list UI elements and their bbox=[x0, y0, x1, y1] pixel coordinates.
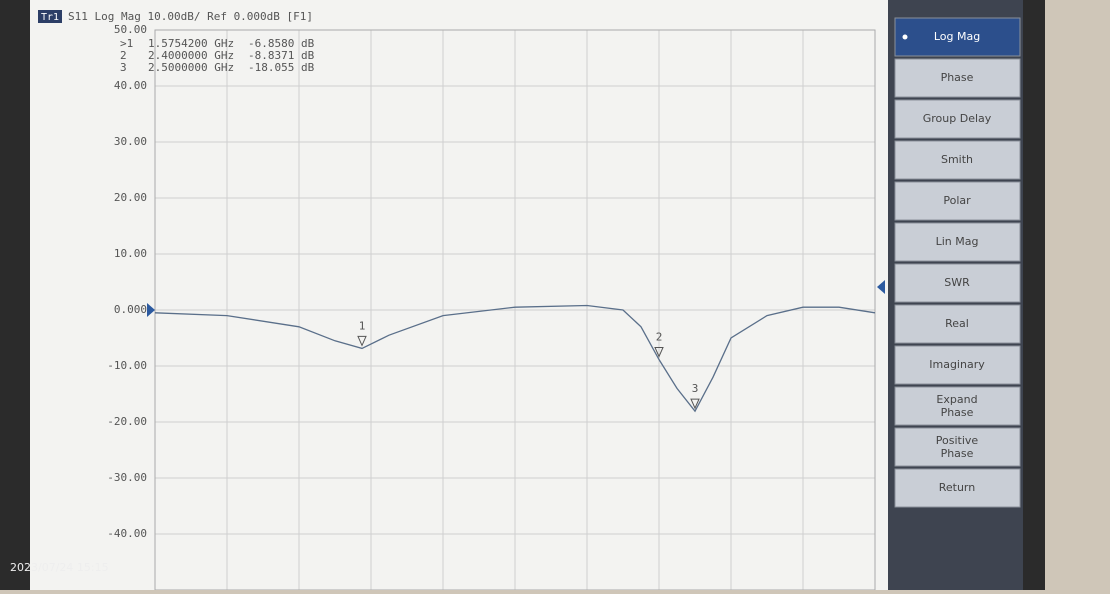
softkey-label: Polar bbox=[943, 194, 971, 207]
softkey-label: Return bbox=[939, 481, 976, 494]
y-tick-label: -40.00 bbox=[107, 527, 147, 540]
softkey[interactable] bbox=[894, 58, 1021, 98]
marker-triangle bbox=[357, 335, 367, 347]
trace-id: Tr1 bbox=[41, 12, 59, 23]
softkey-label: Group Delay bbox=[923, 112, 992, 125]
y-tick-label: 40.00 bbox=[114, 79, 147, 92]
softkey-label: SWR bbox=[944, 276, 970, 289]
softkey[interactable] bbox=[894, 222, 1021, 262]
y-tick-label: -30.00 bbox=[107, 471, 147, 484]
marker-number: 2 bbox=[656, 331, 663, 344]
softkey-label: Expand Phase bbox=[936, 393, 977, 419]
softkey-label: Imaginary bbox=[929, 358, 985, 371]
marker-readout: -8.8371 dB bbox=[248, 49, 315, 62]
softkey-label: Positive Phase bbox=[936, 434, 979, 460]
softkey-label: Phase bbox=[941, 71, 974, 84]
selected-dot bbox=[902, 34, 908, 40]
softkey[interactable] bbox=[894, 140, 1021, 180]
y-tick-label: 50.00 bbox=[114, 23, 147, 36]
softkey[interactable] bbox=[894, 304, 1021, 344]
header-title: S11 Log Mag 10.00dB/ Ref 0.000dB [F1] bbox=[68, 10, 313, 23]
marker-number: 3 bbox=[692, 382, 699, 395]
y-tick-label: 30.00 bbox=[114, 135, 147, 148]
trace-badge bbox=[38, 10, 62, 23]
timestamp: 2023/07/24 15:15 bbox=[10, 561, 109, 574]
y-tick-label: 20.00 bbox=[114, 191, 147, 204]
softkey[interactable] bbox=[894, 17, 1021, 57]
ref-arrow-left bbox=[147, 303, 155, 317]
softkey[interactable] bbox=[894, 345, 1021, 385]
marker-triangle bbox=[690, 398, 700, 410]
screen bbox=[30, 0, 888, 590]
marker-readout: -18.055 dB bbox=[248, 61, 315, 74]
y-tick-label: 10.00 bbox=[114, 247, 147, 260]
softkey[interactable] bbox=[894, 99, 1021, 139]
softkey[interactable] bbox=[894, 468, 1021, 508]
y-tick-label: 0.000 bbox=[114, 303, 147, 316]
softkey[interactable] bbox=[894, 263, 1021, 303]
marker-readout: 2.5000000 GHz bbox=[148, 61, 234, 74]
marker-readout: 3 bbox=[120, 61, 127, 74]
y-tick-label: -20.00 bbox=[107, 415, 147, 428]
marker-triangle bbox=[654, 347, 664, 358]
marker-readout: 1.5754200 GHz bbox=[148, 37, 234, 50]
softkey-label: Real bbox=[945, 317, 969, 330]
trace bbox=[154, 304, 876, 413]
softkey-label: Log Mag bbox=[934, 30, 980, 43]
softkey[interactable] bbox=[894, 386, 1021, 426]
marker-readout: -6.8580 dB bbox=[248, 37, 315, 50]
marker-readout: 2.4000000 GHz bbox=[148, 49, 234, 62]
marker-readout: >1 bbox=[120, 37, 133, 50]
softkey-label: Smith bbox=[941, 153, 973, 166]
y-tick-label: -10.00 bbox=[107, 359, 147, 372]
softkey[interactable] bbox=[894, 427, 1021, 467]
marker-number: 1 bbox=[359, 319, 366, 332]
ref-arrow-right bbox=[877, 280, 885, 294]
softkey-label: Lin Mag bbox=[936, 235, 979, 248]
softkey[interactable] bbox=[894, 181, 1021, 221]
marker-readout: 2 bbox=[120, 49, 127, 62]
